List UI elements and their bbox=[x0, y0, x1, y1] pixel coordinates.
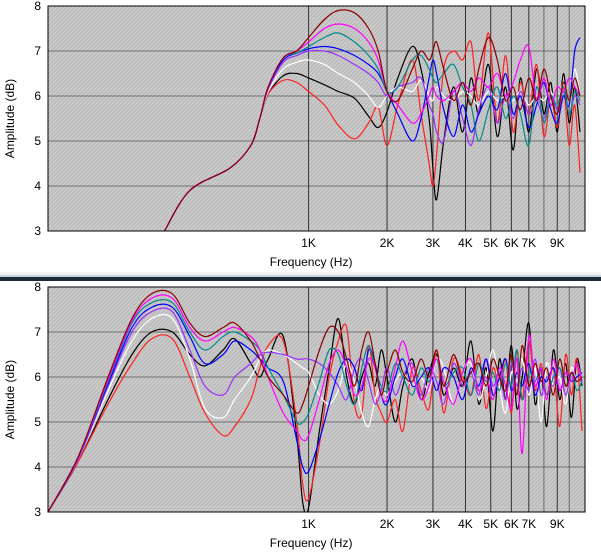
x-tick-label: 3K bbox=[426, 236, 441, 250]
y-axis-label: Amplitude (dB) bbox=[3, 79, 17, 158]
y-tick-label: 6 bbox=[34, 89, 41, 103]
x-axis-label: Frequency (Hz) bbox=[270, 255, 353, 269]
y-tick-label: 7 bbox=[34, 325, 41, 339]
series-line-8 bbox=[163, 9, 581, 231]
chart-bottom: 3 4 5 6 7 8 1K 2K 3K 4K 5K 6K 7K 9K Frequency (Hz) Ampl… bbox=[3, 280, 586, 550]
x-tick-label: 4K bbox=[458, 517, 473, 531]
series-group bbox=[48, 289, 583, 512]
chart-panel-bottom: 3 4 5 6 7 8 1K 2K 3K 4K 5K 6K 7K 9K Frequency (Hz) Ampl… bbox=[0, 280, 601, 553]
x-tick-label: 6K bbox=[504, 236, 519, 250]
y-tick-label: 8 bbox=[34, 0, 41, 13]
series-line-6 bbox=[48, 299, 583, 512]
x-tick-label: 7K bbox=[521, 517, 536, 531]
series-line-4 bbox=[48, 307, 583, 512]
x-tick-label: 5K bbox=[483, 236, 498, 250]
y-tick-label: 4 bbox=[34, 460, 41, 474]
x-tick-label: 1K bbox=[301, 236, 316, 250]
series-line-4 bbox=[163, 49, 581, 231]
series-line-3 bbox=[48, 313, 583, 512]
plot-border bbox=[47, 286, 586, 513]
panel-divider bbox=[0, 272, 601, 281]
chart-top: 3 4 5 6 7 8 1K 2K 3K 4K 5K 6K 7K 9K Frequency (Hz) Ampl… bbox=[3, 0, 586, 269]
x-tick-label: 5K bbox=[483, 517, 498, 531]
x-tick-label: 2K bbox=[380, 236, 395, 250]
y-tick-label: 4 bbox=[34, 179, 41, 193]
x-tick-label: 7K bbox=[521, 236, 536, 250]
x-tick-label: 9K bbox=[550, 236, 565, 250]
series-line-1 bbox=[163, 45, 581, 231]
series-line-7 bbox=[48, 294, 583, 512]
y-tick-label: 8 bbox=[34, 281, 41, 294]
y-axis-label: Amplitude (dB) bbox=[3, 360, 17, 439]
chart-panel-top: 3 4 5 6 7 8 1K 2K 3K 4K 5K 6K 7K 9K Frequency (Hz) Ampl… bbox=[0, 0, 601, 272]
y-tick-label: 5 bbox=[34, 415, 41, 429]
y-tick-label: 3 bbox=[34, 224, 41, 238]
plot-area bbox=[48, 6, 585, 231]
series-line-8 bbox=[48, 289, 583, 512]
y-tick-label: 5 bbox=[34, 134, 41, 148]
series-line-5 bbox=[48, 303, 583, 512]
plot-area bbox=[48, 287, 585, 512]
series-line-1 bbox=[48, 317, 583, 512]
x-axis-label: Frequency (Hz) bbox=[270, 536, 353, 550]
series-group bbox=[163, 9, 581, 231]
y-tick-label: 7 bbox=[34, 44, 41, 58]
plot-border bbox=[47, 5, 586, 232]
x-tick-label: 3K bbox=[426, 517, 441, 531]
x-tick-label: 4K bbox=[458, 236, 473, 250]
x-tick-label: 9K bbox=[550, 517, 565, 531]
y-tick-label: 6 bbox=[34, 370, 41, 384]
x-tick-label: 2K bbox=[380, 517, 395, 531]
series-line-3 bbox=[163, 59, 581, 231]
y-tick-label: 3 bbox=[34, 505, 41, 519]
x-tick-label: 6K bbox=[504, 517, 519, 531]
x-tick-label: 1K bbox=[301, 517, 316, 531]
